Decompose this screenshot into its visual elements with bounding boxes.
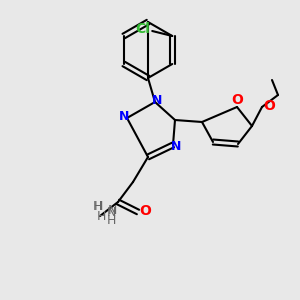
Text: O: O xyxy=(139,204,151,218)
Text: O: O xyxy=(263,99,275,113)
Text: H: H xyxy=(92,200,102,212)
Text: O: O xyxy=(231,93,243,107)
Text: Cl: Cl xyxy=(135,22,150,36)
Text: N: N xyxy=(107,205,117,218)
Text: H: H xyxy=(106,214,116,227)
Text: H: H xyxy=(93,200,103,214)
Text: H: H xyxy=(96,211,106,224)
Text: N: N xyxy=(152,94,162,106)
Text: N: N xyxy=(106,206,116,220)
Text: N: N xyxy=(119,110,129,124)
Text: N: N xyxy=(171,140,181,152)
